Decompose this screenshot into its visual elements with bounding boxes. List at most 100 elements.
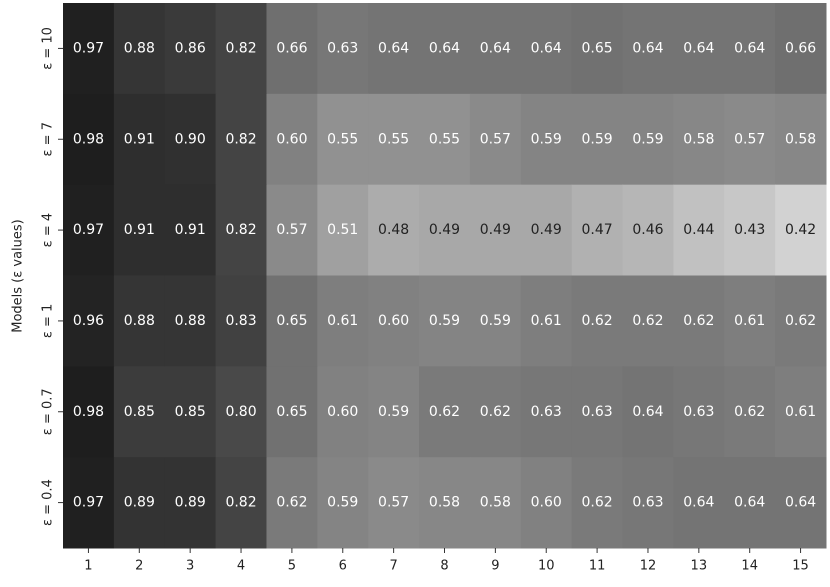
cell-label: 0.57 <box>378 495 409 511</box>
x-tick-label: 10 <box>538 559 555 574</box>
heatmap-cell <box>317 275 369 367</box>
cell-label: 0.62 <box>276 495 307 511</box>
cell-label: 0.62 <box>785 313 816 329</box>
heatmap-cell <box>571 184 624 276</box>
cell-label: 0.88 <box>124 40 155 56</box>
heatmap-cell <box>775 184 827 276</box>
heatmap-cell <box>724 93 776 186</box>
heatmap-cell <box>368 366 420 458</box>
cell-label: 0.64 <box>632 404 663 420</box>
heatmap-cell <box>215 3 267 95</box>
heatmap-cell <box>368 184 420 276</box>
heatmap-cell <box>520 93 573 186</box>
heatmap-cell <box>113 366 166 458</box>
heatmap-cell <box>775 275 827 367</box>
cell-label: 0.64 <box>531 40 562 56</box>
heatmap-cell <box>520 3 573 95</box>
cell-label: 0.62 <box>683 313 714 329</box>
cell-label: 0.88 <box>175 313 206 329</box>
cell-label: 0.60 <box>378 313 409 329</box>
heatmap-cell <box>63 366 115 458</box>
cell-label: 0.59 <box>327 495 358 511</box>
cell-label: 0.91 <box>175 222 206 238</box>
heatmap-cell <box>419 275 471 367</box>
heatmap-cell <box>317 184 369 276</box>
cell-label: 0.82 <box>225 131 256 147</box>
cell-label: 0.98 <box>73 131 104 147</box>
cell-label: 0.59 <box>632 131 663 147</box>
heatmap-cell <box>266 93 318 186</box>
heatmap-cell <box>469 275 522 367</box>
heatmap-cell <box>775 366 827 458</box>
cell-label: 0.64 <box>429 40 460 56</box>
heatmap-cell <box>266 366 318 458</box>
cell-label: 0.65 <box>276 313 307 329</box>
heatmap-cell <box>419 366 471 458</box>
cell-label: 0.83 <box>225 313 256 329</box>
cell-label: 0.86 <box>175 40 206 56</box>
heatmap-cell <box>368 93 420 186</box>
cell-label: 0.64 <box>683 40 714 56</box>
cell-label: 0.58 <box>480 495 511 511</box>
heatmap-cell <box>571 457 624 549</box>
cell-label: 0.59 <box>378 404 409 420</box>
heatmap-cell <box>520 457 573 549</box>
x-tick-label: 14 <box>741 559 758 574</box>
y-tick-label: ε = 0.7 <box>41 388 56 435</box>
heatmap-cell <box>266 3 318 95</box>
cell-label: 0.63 <box>683 404 714 420</box>
heatmap-cell <box>63 457 115 549</box>
heatmap-cell <box>164 366 217 458</box>
heatmap-cell <box>673 366 725 458</box>
x-tick-label: 6 <box>339 559 347 574</box>
heatmap-cell <box>63 3 115 95</box>
heatmap-cell <box>317 3 369 95</box>
x-tick-label: 12 <box>640 559 657 574</box>
cell-label: 0.82 <box>225 222 256 238</box>
heatmap-cell <box>673 93 725 186</box>
heatmap-cell <box>215 184 267 276</box>
cell-label: 0.55 <box>327 131 358 147</box>
heatmap-cell <box>113 93 166 186</box>
heatmap-cell <box>266 457 318 549</box>
heatmap-cell <box>164 3 217 95</box>
x-tick-label: 5 <box>288 559 296 574</box>
x-tick-label: 13 <box>691 559 708 574</box>
cell-label: 0.97 <box>73 495 104 511</box>
y-tick-label: ε = 7 <box>41 122 56 156</box>
heatmap-cell <box>673 3 725 95</box>
cell-label: 0.64 <box>734 495 765 511</box>
cell-label: 0.89 <box>175 495 206 511</box>
cell-label: 0.91 <box>124 131 155 147</box>
y-tick-label: ε = 10 <box>41 27 56 70</box>
heatmap-cell <box>215 275 267 367</box>
heatmap-cell <box>724 3 776 95</box>
cell-label: 0.60 <box>327 404 358 420</box>
x-tick-label: 3 <box>186 559 194 574</box>
heatmap-cell <box>368 3 420 95</box>
cell-label: 0.89 <box>124 495 155 511</box>
cell-label: 0.46 <box>632 222 663 238</box>
cell-label: 0.85 <box>124 404 155 420</box>
heatmap-cell <box>317 93 369 186</box>
heatmap-cell <box>724 457 776 549</box>
cell-label: 0.61 <box>785 404 816 420</box>
heatmap-cell <box>164 457 217 549</box>
cell-label: 0.51 <box>327 222 358 238</box>
cell-label: 0.43 <box>734 222 765 238</box>
cell-label: 0.42 <box>785 222 816 238</box>
heatmap-cell <box>673 457 725 549</box>
heatmap-cell <box>215 457 267 549</box>
cell-label: 0.64 <box>480 40 511 56</box>
cell-label: 0.63 <box>632 495 663 511</box>
heatmap-cell <box>317 366 369 458</box>
heatmap-cell <box>622 457 674 549</box>
heatmap-cell <box>622 275 674 367</box>
cell-label: 0.64 <box>683 495 714 511</box>
cell-label: 0.61 <box>734 313 765 329</box>
cell-label: 0.88 <box>124 313 155 329</box>
cell-label: 0.65 <box>582 40 613 56</box>
heatmap-cell <box>775 457 827 549</box>
cell-label: 0.82 <box>225 40 256 56</box>
cell-label: 0.62 <box>429 404 460 420</box>
